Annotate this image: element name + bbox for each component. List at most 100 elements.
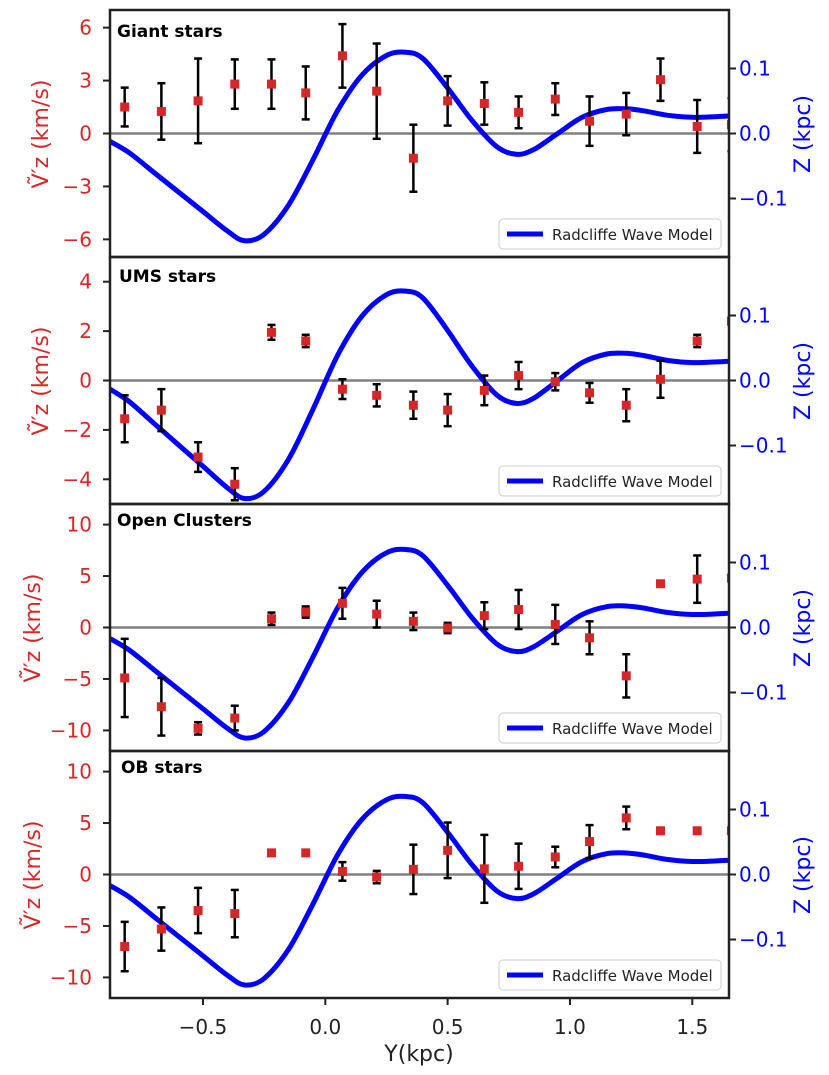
data-point [655, 826, 665, 836]
data-point [230, 79, 240, 89]
left-tick-label: 0 [79, 863, 92, 887]
left-tick-label: 6 [79, 16, 92, 40]
y-axis-label-left: Ṽ′z (km/s) [27, 80, 54, 189]
left-tick-label: 2 [79, 319, 92, 343]
data-point [266, 327, 276, 337]
left-tick-label: −4 [63, 467, 92, 491]
radcliffe-wave-model-curve [110, 288, 729, 502]
left-tick-label: 10 [67, 760, 92, 784]
left-tick-label: −3 [63, 174, 92, 198]
legend-label: Radcliffe Wave Model [552, 967, 713, 985]
data-point [514, 107, 524, 117]
left-tick-label: 4 [79, 270, 92, 294]
x-tick-label: 0.5 [432, 1015, 464, 1039]
data-point [230, 909, 240, 919]
panel-giant-stars: Giant stars −6 −3 0 3 6 −0.1 0.0 0.1 Ṽ′z (km/… [27, 8, 816, 259]
data-point [550, 377, 560, 387]
data-point [301, 88, 311, 98]
data-point [479, 611, 489, 621]
data-point [655, 579, 665, 589]
data-point [479, 864, 489, 874]
data-point [443, 405, 453, 415]
y-axis-label-right: Z (kpc) [791, 342, 816, 420]
data-point [266, 848, 276, 858]
data-point [301, 848, 311, 858]
legend-box [498, 218, 722, 250]
x-axis-label: Y(kpc) [383, 1042, 453, 1067]
radcliffe-wave-model-curve [110, 546, 729, 741]
legend-label: Radcliffe Wave Model [552, 720, 713, 738]
x-tick-label: 1.0 [554, 1015, 586, 1039]
data-point [655, 374, 665, 384]
data-point [443, 623, 453, 633]
left-tick-label: 5 [79, 811, 92, 835]
data-point [621, 400, 631, 410]
data-point [120, 102, 130, 112]
data-point [120, 673, 130, 683]
data-point [408, 400, 418, 410]
data-point [514, 861, 524, 871]
y-axis-label-left: Ṽ′z (km/s) [27, 327, 54, 436]
data-point [337, 598, 347, 608]
data-point [408, 616, 418, 626]
right-tick-label: 0.1 [739, 304, 771, 328]
radcliffe-wave-model-curve [110, 793, 729, 988]
data-point [550, 94, 560, 104]
data-point [372, 609, 382, 619]
panel-title: Giant stars [117, 22, 223, 42]
data-point [372, 86, 382, 96]
data-point [156, 405, 166, 415]
data-point [193, 452, 203, 462]
data-point [692, 826, 702, 836]
y-axis-label-left: Ṽ′z (km/s) [19, 574, 46, 683]
panel-title: OB stars [121, 758, 203, 778]
right-tick-label: −0.1 [739, 928, 788, 952]
data-point [230, 479, 240, 489]
data-point [655, 75, 665, 85]
legend: Radcliffe Wave Model [498, 959, 722, 991]
left-tick-label: 3 [79, 69, 92, 93]
data-point [372, 390, 382, 400]
data-point [621, 671, 631, 681]
legend: Radcliffe Wave Model [498, 465, 722, 497]
left-tick-label: −2 [63, 418, 92, 442]
x-tick-label: −0.5 [179, 1015, 228, 1039]
right-tick-label: 0.1 [739, 798, 771, 822]
legend: Radcliffe Wave Model [498, 218, 722, 250]
left-tick-label: 0 [79, 616, 92, 640]
right-tick-label: 0.0 [739, 616, 771, 640]
data-point [443, 845, 453, 855]
y-axis-label-right: Z (kpc) [791, 95, 816, 173]
left-tick-label: −5 [63, 914, 92, 938]
x-tick-label: 1.5 [676, 1015, 708, 1039]
left-tick-label: 0 [79, 122, 92, 146]
data-point [337, 51, 347, 61]
panel-ob-stars: OB stars −10 −5 0 5 10 −0.1 0.0 0.1 Ṽ′z (km/s… [19, 749, 816, 1000]
data-point [692, 336, 702, 346]
data-point [193, 96, 203, 106]
data-point [266, 79, 276, 89]
left-tick-label: 0 [79, 369, 92, 393]
data-point [193, 723, 203, 733]
legend-box [498, 959, 722, 991]
y-axis-label-left: Ṽ′z (km/s) [19, 821, 46, 930]
legend-box [498, 712, 722, 744]
data-point [408, 864, 418, 874]
data-point [443, 96, 453, 106]
panel-title: UMS stars [119, 267, 216, 287]
data-point [585, 633, 595, 643]
right-tick-label: 0.0 [739, 369, 771, 393]
left-tick-label: 10 [67, 513, 92, 537]
panel-open-clusters: Open Clusters −10 −5 0 5 10 −0.1 0.0 0.1 Ṽ′z … [19, 502, 816, 753]
radcliffe-wave-model-curve [110, 49, 729, 244]
data-point [585, 388, 595, 398]
data-point [230, 713, 240, 723]
data-point [193, 906, 203, 916]
data-point [266, 614, 276, 624]
data-point [692, 121, 702, 131]
data-point [479, 385, 489, 395]
panel-title: Open Clusters [117, 511, 252, 531]
data-point [301, 607, 311, 617]
legend-label: Radcliffe Wave Model [552, 473, 713, 491]
